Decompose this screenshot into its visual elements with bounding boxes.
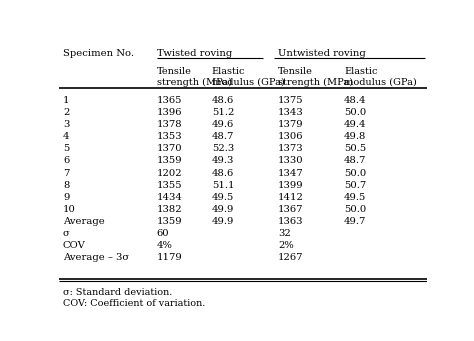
Text: 50.0: 50.0 xyxy=(344,168,366,178)
Text: 1359: 1359 xyxy=(156,217,182,226)
Text: 1363: 1363 xyxy=(278,217,303,226)
Text: 3: 3 xyxy=(63,120,69,129)
Text: 10: 10 xyxy=(63,205,76,214)
Text: Average – 3σ: Average – 3σ xyxy=(63,253,129,262)
Text: 48.7: 48.7 xyxy=(344,157,366,165)
Text: 1353: 1353 xyxy=(156,132,182,141)
Text: Tensile
strength (MPa): Tensile strength (MPa) xyxy=(156,67,232,87)
Text: 1434: 1434 xyxy=(156,193,182,202)
Text: Untwisted roving: Untwisted roving xyxy=(278,49,365,58)
Text: 1378: 1378 xyxy=(156,120,182,129)
Text: 1179: 1179 xyxy=(156,253,182,262)
Text: 2: 2 xyxy=(63,108,69,117)
Text: COV: Coefficient of variation.: COV: Coefficient of variation. xyxy=(63,299,205,308)
Text: 51.1: 51.1 xyxy=(212,181,234,190)
Text: 1365: 1365 xyxy=(156,96,182,105)
Text: 49.7: 49.7 xyxy=(344,217,366,226)
Text: 50.0: 50.0 xyxy=(344,205,366,214)
Text: 1267: 1267 xyxy=(278,253,303,262)
Text: σ: σ xyxy=(63,229,70,238)
Text: 6: 6 xyxy=(63,157,69,165)
Text: 8: 8 xyxy=(63,181,69,190)
Text: 1343: 1343 xyxy=(278,108,303,117)
Text: Elastic
modulus (GPa): Elastic modulus (GPa) xyxy=(344,67,417,87)
Text: 49.6: 49.6 xyxy=(212,120,234,129)
Text: 1359: 1359 xyxy=(156,157,182,165)
Text: 48.4: 48.4 xyxy=(344,96,366,105)
Text: 5: 5 xyxy=(63,144,69,153)
Text: 50.0: 50.0 xyxy=(344,108,366,117)
Text: 1379: 1379 xyxy=(278,120,303,129)
Text: 50.7: 50.7 xyxy=(344,181,366,190)
Text: 7: 7 xyxy=(63,168,69,178)
Text: Specimen No.: Specimen No. xyxy=(63,49,134,58)
Text: 9: 9 xyxy=(63,193,69,202)
Text: 49.9: 49.9 xyxy=(212,205,234,214)
Text: 48.6: 48.6 xyxy=(212,96,234,105)
Text: 2%: 2% xyxy=(278,241,293,250)
Text: 49.8: 49.8 xyxy=(344,132,366,141)
Text: 1382: 1382 xyxy=(156,205,182,214)
Text: 4%: 4% xyxy=(156,241,173,250)
Text: 49.9: 49.9 xyxy=(212,217,234,226)
Text: 1373: 1373 xyxy=(278,144,303,153)
Text: Average: Average xyxy=(63,217,105,226)
Text: 1355: 1355 xyxy=(156,181,182,190)
Text: 49.3: 49.3 xyxy=(212,157,234,165)
Text: Elastic
modulus (GPa): Elastic modulus (GPa) xyxy=(212,67,284,87)
Text: 1: 1 xyxy=(63,96,69,105)
Text: 50.5: 50.5 xyxy=(344,144,366,153)
Text: 32: 32 xyxy=(278,229,291,238)
Text: 1306: 1306 xyxy=(278,132,303,141)
Text: 1412: 1412 xyxy=(278,193,304,202)
Text: COV: COV xyxy=(63,241,86,250)
Text: 4: 4 xyxy=(63,132,69,141)
Text: 52.3: 52.3 xyxy=(212,144,234,153)
Text: 48.7: 48.7 xyxy=(212,132,234,141)
Text: 49.5: 49.5 xyxy=(212,193,234,202)
Text: 1370: 1370 xyxy=(156,144,182,153)
Text: 1367: 1367 xyxy=(278,205,303,214)
Text: 49.4: 49.4 xyxy=(344,120,366,129)
Text: 51.2: 51.2 xyxy=(212,108,234,117)
Text: 1399: 1399 xyxy=(278,181,303,190)
Text: 48.6: 48.6 xyxy=(212,168,234,178)
Text: 60: 60 xyxy=(156,229,169,238)
Text: Tensile
strength (MPa): Tensile strength (MPa) xyxy=(278,67,353,87)
Text: 1330: 1330 xyxy=(278,157,303,165)
Text: 1375: 1375 xyxy=(278,96,303,105)
Text: Twisted roving: Twisted roving xyxy=(156,49,232,58)
Text: σ: Standard deviation.: σ: Standard deviation. xyxy=(63,288,172,297)
Text: 1347: 1347 xyxy=(278,168,303,178)
Text: 1202: 1202 xyxy=(156,168,182,178)
Text: 49.5: 49.5 xyxy=(344,193,366,202)
Text: 1396: 1396 xyxy=(156,108,182,117)
